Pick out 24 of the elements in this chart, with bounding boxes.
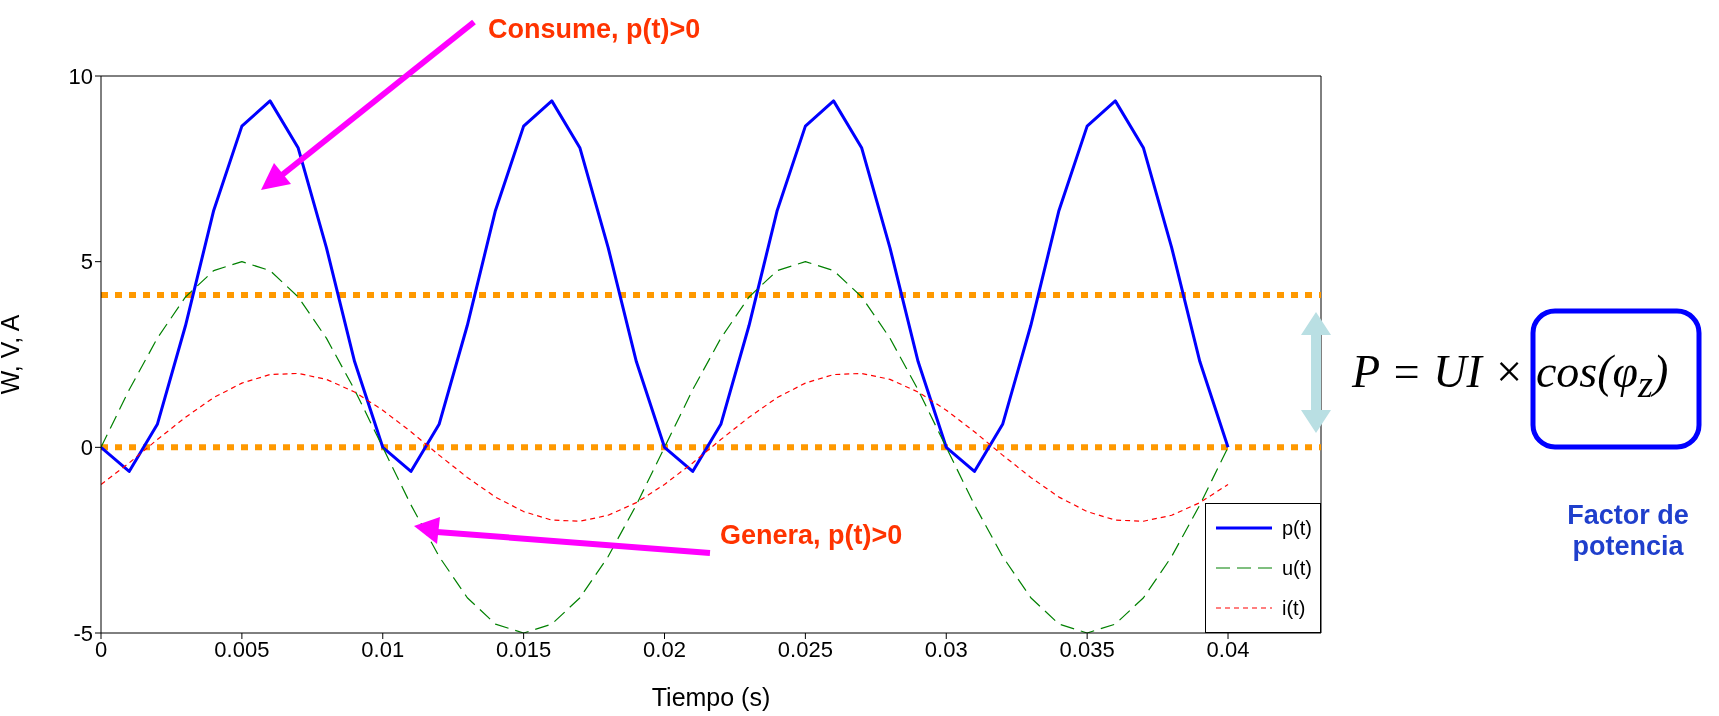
line-series (101, 261, 1229, 633)
x-tick-label: 0.025 (777, 636, 833, 662)
legend-label: u(t) (1282, 556, 1312, 580)
text: Consume, p(t)>0 (488, 14, 701, 45)
text: P = UI × cos(φ$_{z}$) (1352, 345, 1669, 407)
x-tick-label: 0.04 (1206, 636, 1250, 662)
annotation: Genera, p(t)>0 (720, 520, 903, 551)
y-axis-title: W, V, A (0, 314, 24, 395)
legend-label: p(t) (1282, 516, 1312, 540)
text: Factor de potencia (1566, 500, 1690, 562)
legend-label: i(t) (1282, 596, 1306, 620)
x-tick-label: 0.015 (496, 636, 552, 662)
y-tick-label: -5 (73, 620, 93, 646)
line-series (101, 372, 1229, 522)
x-tick-label: 0.02 (643, 636, 686, 662)
x-tick-label: 0.03 (924, 636, 968, 662)
x-tick-label: 0.01 (361, 636, 405, 662)
x-tick-label: 0.035 (1059, 636, 1115, 662)
line-series (101, 99, 1230, 473)
x-axis-title: Tiempo (s) (651, 683, 771, 711)
y-tick-label: 0 (80, 435, 93, 461)
y-tick-label: 10 (68, 63, 93, 89)
y-tick-label: 5 (80, 249, 93, 275)
x-tick-label: 0.005 (214, 636, 270, 662)
